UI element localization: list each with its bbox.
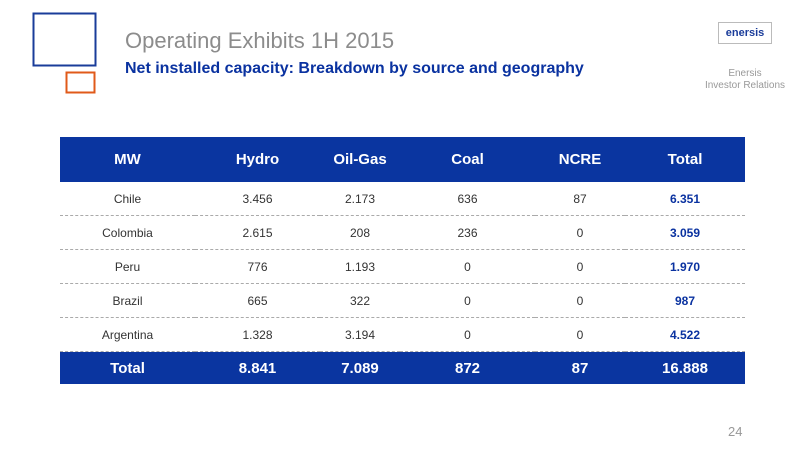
total-row: Total 8.841 7.089 872 87 16.888 <box>60 351 745 384</box>
total-cell: Total <box>60 351 195 384</box>
total-cell: 7.089 <box>320 351 400 384</box>
logo: enersis <box>718 22 772 44</box>
table-cell: Argentina <box>60 317 195 352</box>
table-cell: Peru <box>60 249 195 284</box>
table-cell: 87 <box>535 182 625 216</box>
logo-caption: Enersis <box>728 68 762 79</box>
table-cell: Brazil <box>60 283 195 318</box>
table-cell: 0 <box>535 283 625 318</box>
table-cell: Colombia <box>60 215 195 250</box>
table-cell: 236 <box>400 215 535 250</box>
title: Operating Exhibits 1H 2015 <box>125 28 395 53</box>
table-body: Chile 3.456 2.173 636 87 6.351 Colombia 2.615 20… <box>60 182 745 384</box>
column-header: MW <box>60 137 195 182</box>
logo-caption: Investor Relations <box>704 80 786 91</box>
table-cell: 4.522 <box>625 317 745 352</box>
table-cell: 665 <box>195 283 320 318</box>
table-cell: 0 <box>535 317 625 352</box>
table-cell: 322 <box>320 283 400 318</box>
table-cell: 776 <box>195 249 320 284</box>
table-cell: 1.193 <box>320 249 400 284</box>
column-header: NCRE <box>535 137 625 182</box>
table-cell: 0 <box>400 249 535 284</box>
table: MW Hydro Oil-Gas Coal NCRE Total Chile 3.456 2.… <box>60 137 745 384</box>
table-cell: 0 <box>400 317 535 352</box>
header-row: MW Hydro Oil-Gas Coal NCRE Total <box>60 137 745 182</box>
column-header: Oil-Gas <box>320 137 400 182</box>
table-cell: 636 <box>400 182 535 216</box>
total-cell: 87 <box>535 351 625 384</box>
table-cell: 3.059 <box>625 215 745 250</box>
total-cell: 872 <box>400 351 535 384</box>
table-cell: 2.173 <box>320 182 400 216</box>
table-cell: 3.456 <box>195 182 320 216</box>
page-number: 24 <box>728 424 743 439</box>
table-cell: 0 <box>535 249 625 284</box>
table-cell: 3.194 <box>320 317 400 352</box>
table-cell: 2.615 <box>195 215 320 250</box>
total-cell: 8.841 <box>195 351 320 384</box>
column-header: Hydro <box>195 137 320 182</box>
table-row: Argentina 1.328 3.194 0 0 4.522 <box>60 317 745 352</box>
table-cell: 208 <box>320 215 400 250</box>
table-cell: Chile <box>60 182 195 216</box>
column-header: Coal <box>400 137 535 182</box>
table-cell: 6.351 <box>625 182 745 216</box>
column-header: Total <box>625 137 745 182</box>
total-cell: 16.888 <box>625 351 745 384</box>
table-cell: 0 <box>535 215 625 250</box>
table-row: Brazil 665 322 0 0 987 <box>60 283 745 318</box>
table-row: Peru 776 1.193 0 0 1.970 <box>60 249 745 284</box>
table-cell: 1.328 <box>195 317 320 352</box>
table-row: Colombia 2.615 208 236 0 3.059 <box>60 215 745 250</box>
table-cell: 987 <box>625 283 745 318</box>
subtitle: Net installed capacity: Breakdown by sou… <box>125 60 584 77</box>
table-cell: 1.970 <box>625 249 745 284</box>
decoration <box>32 12 97 94</box>
table-row: Chile 3.456 2.173 636 87 6.351 <box>60 182 745 216</box>
table-cell: 0 <box>400 283 535 318</box>
